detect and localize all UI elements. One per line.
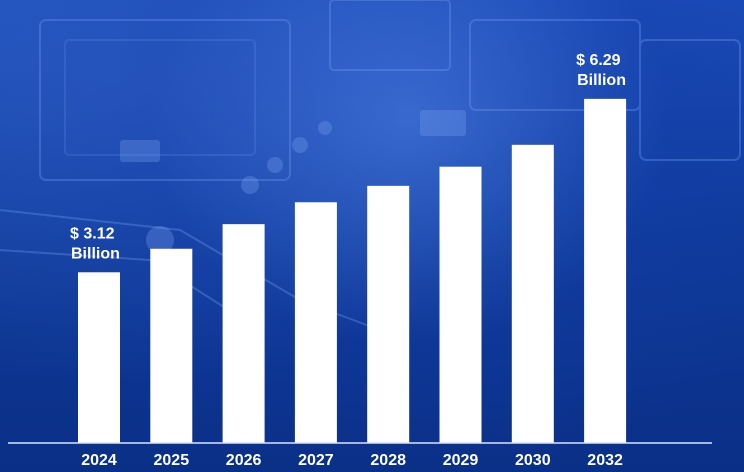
bar-2029 [439,166,482,443]
value-annotations: $ 3.12 Billion $ 6.29 Billion [70,52,626,262]
x-tick-label-2028: 2028 [370,452,406,469]
x-tick-label-2024: 2024 [81,452,117,469]
bar-2026 [222,224,265,443]
x-tick-label-2026: 2026 [226,452,262,469]
annotation-unit-2024: Billion [71,245,120,262]
bars-layer [78,98,627,444]
bar-2024 [78,272,120,443]
bar-2032 [584,98,627,444]
x-tick-label-2032: 2032 [587,452,623,469]
bar-2025 [150,248,193,443]
bar-2028 [367,185,410,444]
annotation-value-2024: $ 3.12 [70,225,115,242]
bar-2030 [511,144,554,444]
x-tick-label-2027: 2027 [298,452,334,469]
x-tick-labels: 2024 2025 2026 2027 2028 2029 2030 2032 [81,452,623,469]
annotation-unit-2032: Billion [577,72,626,89]
x-tick-label-2029: 2029 [443,452,479,469]
bar-2027 [294,202,337,443]
x-tick-label-2030: 2030 [515,452,551,469]
x-tick-label-2025: 2025 [154,452,190,469]
annotation-value-2032: $ 6.29 [576,52,621,69]
